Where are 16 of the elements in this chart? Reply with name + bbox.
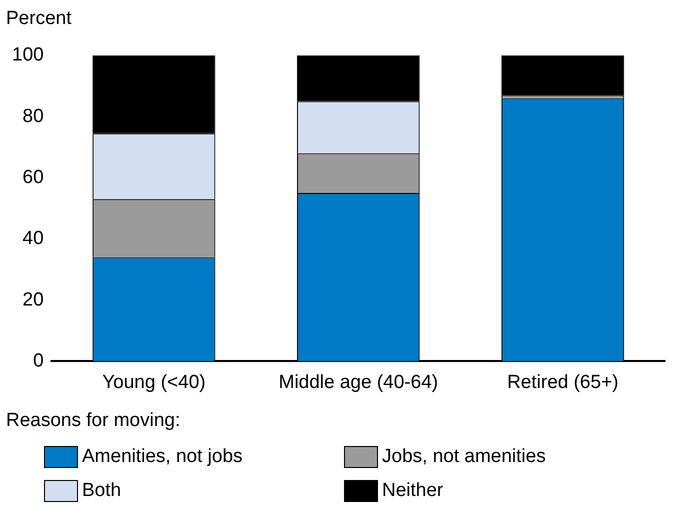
y-tick-label: 0: [33, 350, 44, 372]
x-tick-label: Young (<40): [102, 372, 206, 393]
legend-label: Neither: [382, 480, 444, 502]
legend-label: Jobs, not amenities: [382, 446, 546, 468]
y-axis-title: Percent: [6, 8, 72, 30]
y-tick-label: 20: [22, 289, 44, 310]
y-tick-label: 40: [22, 228, 44, 250]
x-tick-label: Middle age (40-64): [278, 372, 438, 393]
y-tick-label: 100: [12, 44, 44, 66]
y-tick-label: 80: [22, 106, 44, 127]
y-tick-label: 60: [22, 166, 44, 188]
legend-label: Both: [82, 480, 122, 502]
legend-label: Amenities, not jobs: [82, 446, 243, 468]
legend-title: Reasons for moving:: [6, 410, 182, 432]
x-tick-label: Retired (65+): [507, 372, 618, 393]
bar: [501, 55, 624, 96]
